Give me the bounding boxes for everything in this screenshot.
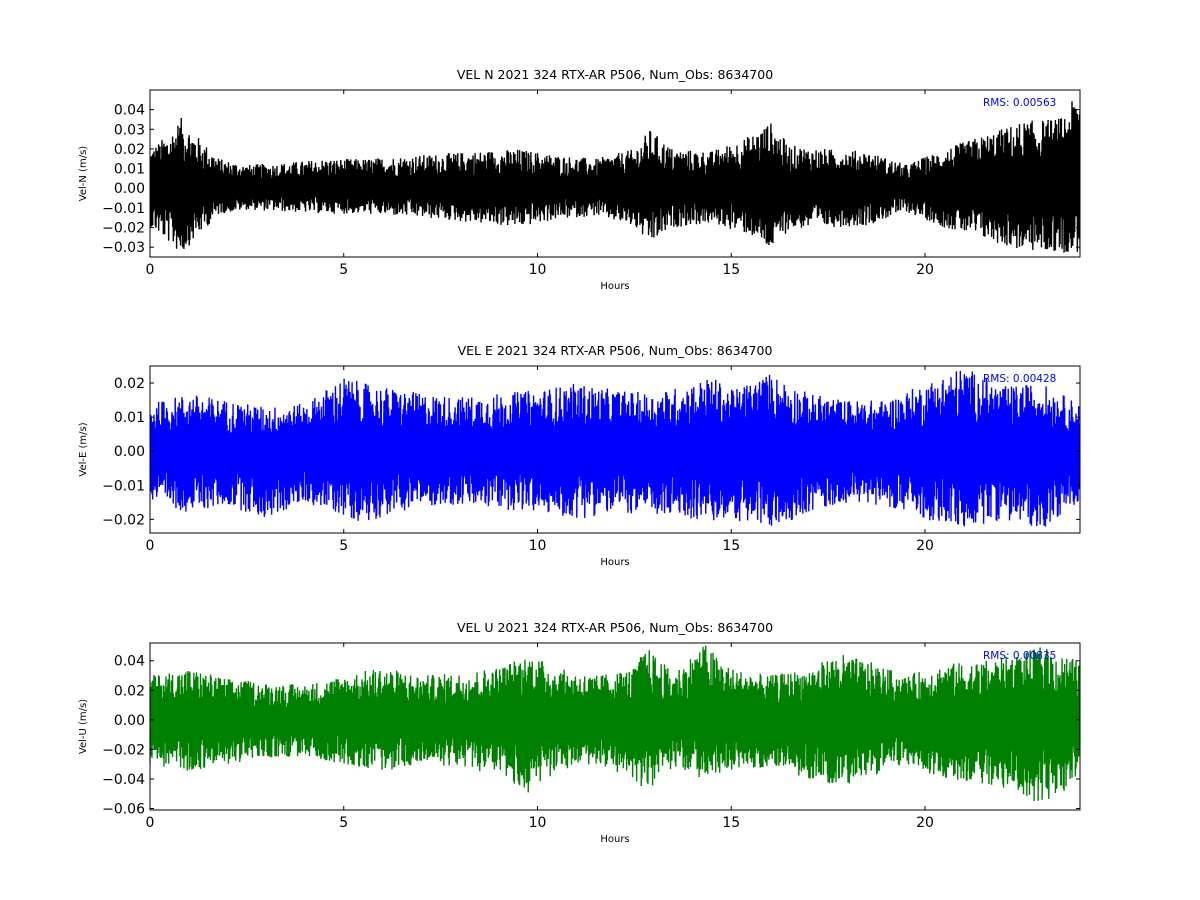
- series-line-vel-n: [150, 101, 1080, 253]
- panel-vel-u: 0 5 10 15 20 −0.06 −0.04 −0.02 0.00 0.02 0.04 VEL U…: [78, 620, 1081, 845]
- axes-frame: [149, 89, 1081, 258]
- x-tick-label: 15: [722, 262, 740, 278]
- y-tick-label: 0.04: [114, 654, 145, 670]
- y-axis-label: Vel-N (m/s): [78, 146, 89, 201]
- x-tick-label: 0: [146, 262, 155, 278]
- y-tick-label: 0.03: [114, 122, 145, 138]
- y-tick-label: −0.01: [102, 478, 145, 494]
- x-tick-label: 5: [339, 538, 348, 554]
- x-tick-label: 0: [146, 815, 155, 831]
- x-tick-label: 15: [722, 815, 740, 831]
- chart-title: VEL N 2021 324 RTX-AR P506, Num_Obs: 863…: [457, 67, 773, 82]
- axes-frame: [149, 642, 1081, 811]
- rms-annotation: RMS: 0.00835: [983, 650, 1056, 662]
- y-tick-label: 0.04: [114, 103, 145, 119]
- x-tick-label: 10: [529, 815, 547, 831]
- x-axis-label: Hours: [600, 557, 629, 568]
- x-tick-label: 20: [916, 815, 934, 831]
- axes-frame: [149, 365, 1081, 534]
- y-tick-label: −0.02: [102, 512, 145, 528]
- x-tick-label: 0: [146, 538, 155, 554]
- series-line-vel-u: [150, 645, 1080, 802]
- y-axis-label: Vel-U (m/s): [78, 699, 89, 754]
- y-tick-label: 0.02: [114, 376, 145, 392]
- rms-annotation: RMS: 0.00428: [983, 373, 1056, 385]
- x-tick-label: 5: [339, 262, 348, 278]
- chart-title: VEL U 2021 324 RTX-AR P506, Num_Obs: 863…: [457, 620, 773, 635]
- y-tick-label: −0.03: [102, 240, 145, 256]
- y-tick-label: −0.01: [102, 201, 145, 217]
- x-tick-label: 5: [339, 815, 348, 831]
- x-tick-label: 10: [529, 262, 547, 278]
- y-tick-label: −0.02: [102, 221, 145, 237]
- x-axis-label: Hours: [600, 834, 629, 845]
- y-tick-label: −0.06: [102, 802, 145, 818]
- x-tick-label: 10: [529, 538, 547, 554]
- panel-vel-n: 0 5 10 15 20 −0.03 −0.02 −0.01 0.00 0.01 0.02 0.03 0…: [78, 67, 1081, 292]
- x-tick-label: 20: [916, 262, 934, 278]
- y-tick-label: 0.00: [114, 181, 145, 197]
- chart-title: VEL E 2021 324 RTX-AR P506, Num_Obs: 863…: [458, 343, 773, 358]
- y-tick-label: −0.04: [102, 772, 145, 788]
- y-tick-label: 0.01: [114, 162, 145, 178]
- series-line-vel-e: [150, 370, 1080, 527]
- y-tick-label: 0.02: [114, 142, 145, 158]
- y-axis-label: Vel-E (m/s): [78, 422, 89, 476]
- rms-annotation: RMS: 0.00563: [983, 97, 1056, 109]
- y-tick-label: 0.00: [114, 444, 145, 460]
- panel-vel-e: 0 5 10 15 20 −0.02 −0.01 0.00 0.01 0.02 VEL E 2021…: [78, 343, 1081, 568]
- x-tick-label: 20: [916, 538, 934, 554]
- y-tick-label: 0.00: [114, 713, 145, 729]
- x-axis-label: Hours: [600, 281, 629, 292]
- y-tick-label: −0.02: [102, 742, 145, 758]
- x-tick-label: 15: [722, 538, 740, 554]
- y-tick-label: 0.02: [114, 683, 145, 699]
- y-tick-label: 0.01: [114, 410, 145, 426]
